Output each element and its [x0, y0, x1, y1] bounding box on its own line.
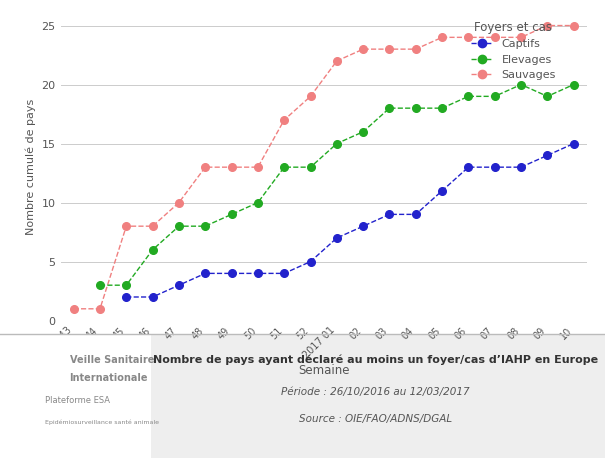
Text: Période : 26/10/2016 au 12/03/2017: Période : 26/10/2016 au 12/03/2017 — [281, 387, 469, 397]
Circle shape — [5, 367, 62, 425]
Text: Veille Sanitaire: Veille Sanitaire — [70, 354, 154, 365]
Circle shape — [11, 374, 55, 418]
Text: Internationale: Internationale — [70, 373, 148, 383]
Text: Source : OIE/FAO/ADNS/DGAL: Source : OIE/FAO/ADNS/DGAL — [298, 414, 452, 424]
Y-axis label: Nombre cumulé de pays: Nombre cumulé de pays — [25, 99, 36, 235]
Legend: Captifs, Elevages, Sauvages: Captifs, Elevages, Sauvages — [466, 16, 560, 85]
X-axis label: Semaine: Semaine — [298, 364, 350, 376]
Text: Nombre de pays ayant déclaré au moins un foyer/cas d’IAHP en Europe: Nombre de pays ayant déclaré au moins un… — [152, 354, 598, 365]
Circle shape — [45, 407, 56, 418]
Text: Plateforme ESA: Plateforme ESA — [45, 396, 110, 405]
Text: Epidémiosurveillance santé animale: Epidémiosurveillance santé animale — [45, 420, 159, 425]
